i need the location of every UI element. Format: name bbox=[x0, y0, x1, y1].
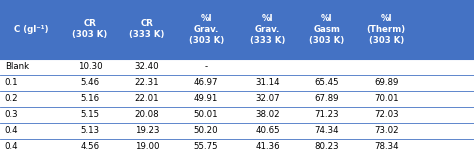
Text: 5.16: 5.16 bbox=[81, 94, 100, 103]
Text: 0.4: 0.4 bbox=[5, 126, 18, 135]
Text: 5.46: 5.46 bbox=[81, 78, 100, 87]
Text: 5.13: 5.13 bbox=[81, 126, 100, 135]
Bar bbox=[0, 75, 474, 91]
Text: 72.03: 72.03 bbox=[374, 111, 399, 120]
Text: 50.01: 50.01 bbox=[194, 111, 219, 120]
Text: 73.02: 73.02 bbox=[374, 126, 399, 135]
Text: 19.00: 19.00 bbox=[135, 142, 159, 151]
Text: 22.31: 22.31 bbox=[135, 78, 159, 87]
Text: Blank: Blank bbox=[5, 62, 29, 71]
Text: 55.75: 55.75 bbox=[194, 142, 219, 151]
Text: %I
Grav.
(303 K): %I Grav. (303 K) bbox=[189, 14, 224, 45]
Text: 70.01: 70.01 bbox=[374, 94, 399, 103]
Text: 41.36: 41.36 bbox=[255, 142, 280, 151]
Text: 74.34: 74.34 bbox=[315, 126, 339, 135]
Text: 80.23: 80.23 bbox=[315, 142, 339, 151]
Text: 71.23: 71.23 bbox=[315, 111, 339, 120]
Bar bbox=[0, 139, 474, 155]
Text: 31.14: 31.14 bbox=[255, 78, 280, 87]
Text: 10.30: 10.30 bbox=[78, 62, 102, 71]
Text: 67.89: 67.89 bbox=[315, 94, 339, 103]
Bar bbox=[0, 123, 474, 139]
Text: 20.08: 20.08 bbox=[135, 111, 159, 120]
Text: 65.45: 65.45 bbox=[315, 78, 339, 87]
Text: 50.20: 50.20 bbox=[194, 126, 219, 135]
Text: 69.89: 69.89 bbox=[374, 78, 399, 87]
Text: 32.07: 32.07 bbox=[255, 94, 280, 103]
Text: 0.3: 0.3 bbox=[5, 111, 18, 120]
Text: %I
Gasm
(303 K): %I Gasm (303 K) bbox=[310, 14, 345, 45]
Text: 0.2: 0.2 bbox=[5, 94, 18, 103]
Text: 4.56: 4.56 bbox=[81, 142, 100, 151]
Text: 0.4: 0.4 bbox=[5, 142, 18, 151]
Text: C (gl⁻¹): C (gl⁻¹) bbox=[14, 25, 48, 34]
Text: 78.34: 78.34 bbox=[374, 142, 399, 151]
Bar bbox=[0, 0, 474, 59]
Text: 0.1: 0.1 bbox=[5, 78, 18, 87]
Text: 32.40: 32.40 bbox=[135, 62, 159, 71]
Text: 5.15: 5.15 bbox=[81, 111, 100, 120]
Bar bbox=[0, 91, 474, 107]
Text: 19.23: 19.23 bbox=[135, 126, 159, 135]
Text: CR
(333 K): CR (333 K) bbox=[129, 19, 164, 40]
Bar bbox=[0, 107, 474, 123]
Text: 22.01: 22.01 bbox=[135, 94, 159, 103]
Text: 49.91: 49.91 bbox=[194, 94, 219, 103]
Text: -: - bbox=[205, 62, 208, 71]
Text: CR
(303 K): CR (303 K) bbox=[73, 19, 108, 40]
Bar bbox=[0, 59, 474, 75]
Text: 38.02: 38.02 bbox=[255, 111, 280, 120]
Text: 46.97: 46.97 bbox=[194, 78, 219, 87]
Text: %I
Grav.
(333 K): %I Grav. (333 K) bbox=[250, 14, 285, 45]
Text: 40.65: 40.65 bbox=[255, 126, 280, 135]
Text: %I
(Therm)
(303 K): %I (Therm) (303 K) bbox=[367, 14, 406, 45]
